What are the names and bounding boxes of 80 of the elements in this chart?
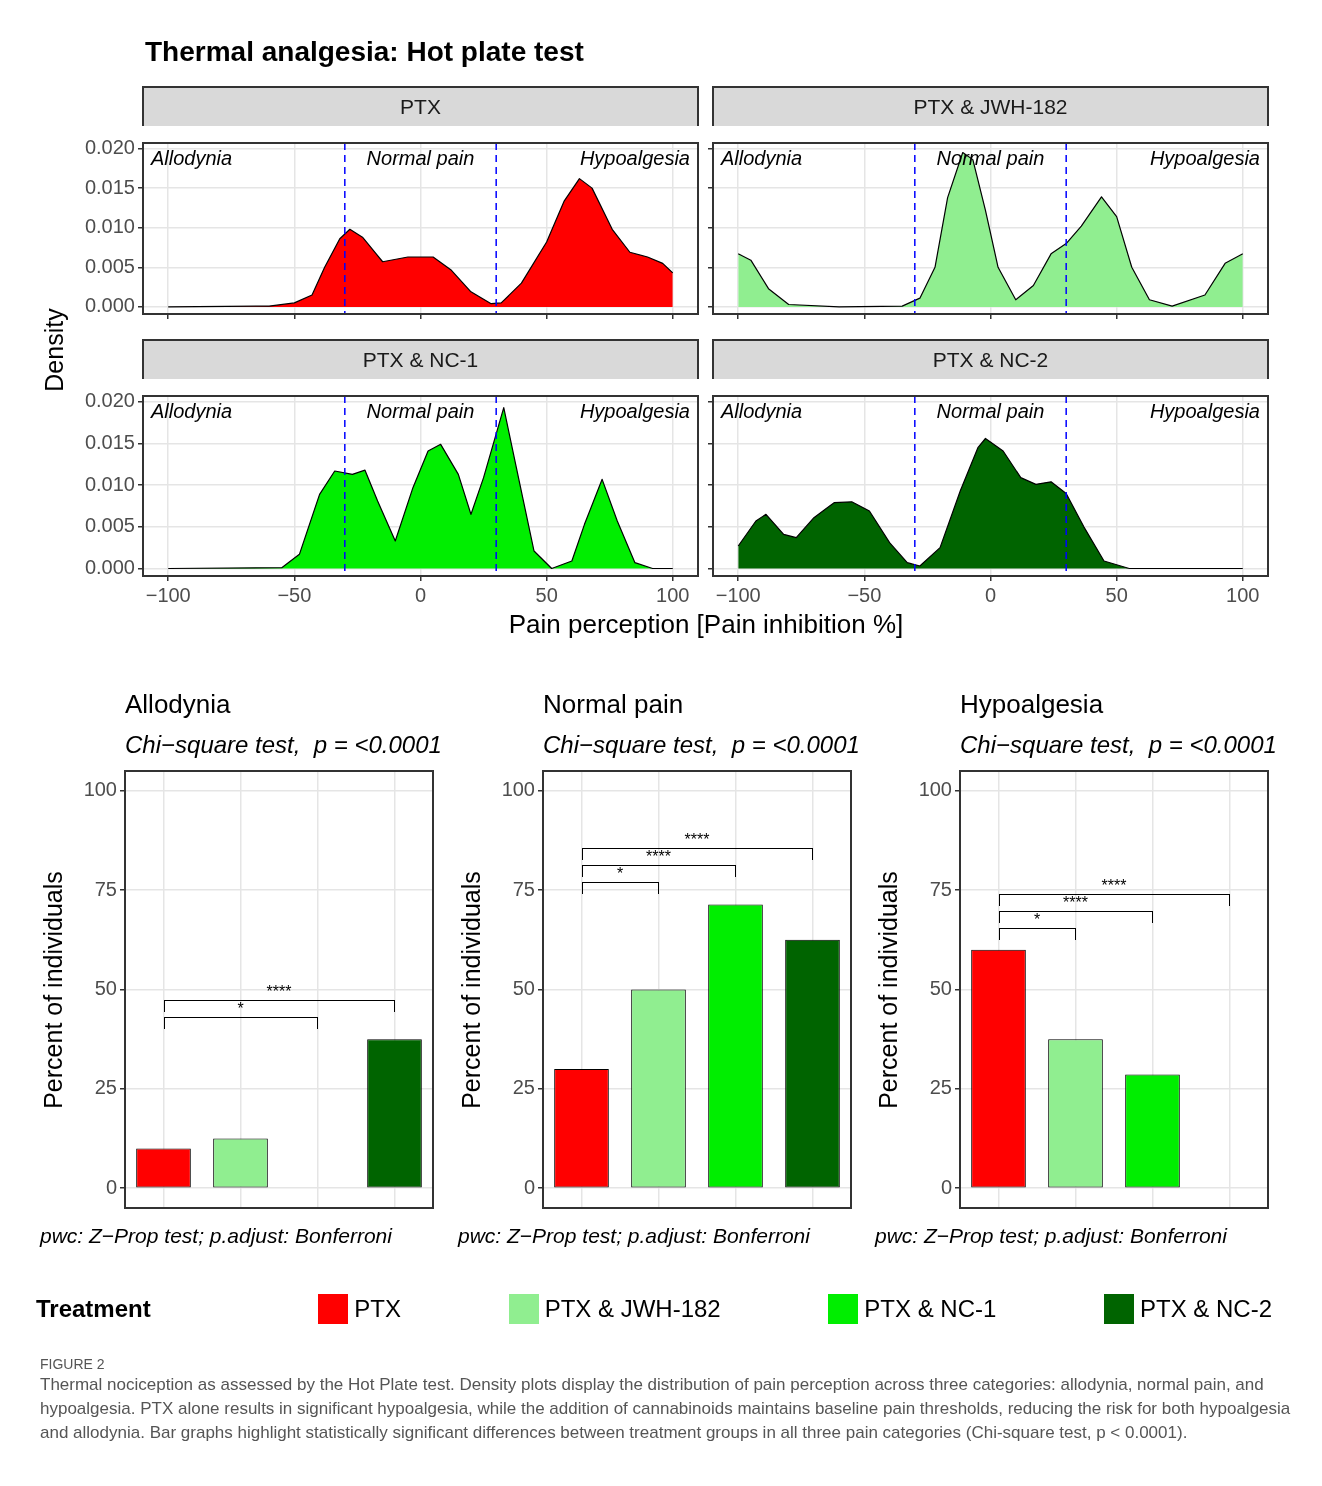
y-tick-label: 0.010 [84, 472, 135, 495]
annotation: * [237, 1000, 244, 1018]
x-tick-label: −100 [145, 583, 191, 606]
text: PTX & NC-1 [142, 339, 699, 379]
y-tick-label: 75 [929, 877, 952, 900]
chart-title: Allodynia [125, 689, 231, 720]
text: pwc: Z−Prop test; p.adjust: Bonferroni [40, 1224, 392, 1248]
x-tick-label: −50 [277, 583, 312, 606]
chart-title: Hypoalgesia [960, 689, 1104, 720]
chart-subtitle: Chi−square test, p = <0.0001 [960, 731, 1277, 759]
x-tick-label: 50 [1105, 583, 1128, 606]
annotation: Allodynia [150, 146, 233, 169]
y-tick-label: 0.020 [84, 136, 135, 159]
annotation: Normal pain [936, 399, 1045, 422]
text: PTX [142, 86, 699, 126]
text: Thermal nociception as assessed by the Hot Plate test. Density plots display the distribution of pain perception across three categories: allodynia, normal pain, and hypoalgesia. PTX alone results in significant hypoalgesia, while the addition of cannabinoids maintains baseline pain thresholds, reducing the risk for both hypoalgesia and allodynia. Bar graphs highlight statistically significant differences between treatment groups in all three pain categories (Chi-square test, p < 0.0001). [40, 1374, 1292, 1444]
x-tick-label: 100 [656, 583, 690, 606]
y-tick-label: 50 [929, 977, 952, 1000]
text: PTX & JWH-182 [712, 86, 1269, 126]
y-tick-label: 25 [512, 1076, 535, 1099]
annotation: **** [646, 848, 671, 866]
text: pwc: Z−Prop test; p.adjust: Bonferroni [875, 1224, 1227, 1248]
y-tick-label: 0.000 [84, 556, 135, 579]
text: pwc: Z−Prop test; p.adjust: Bonferroni [458, 1224, 810, 1248]
x-axis-title: Pain perception [Pain inhibition %] [508, 609, 904, 640]
annotation: **** [266, 983, 292, 1001]
y-tick-label: 100 [83, 778, 117, 801]
y-tick-label: 0.005 [84, 254, 135, 277]
legend-label: PTX & NC-2 [1139, 1295, 1272, 1323]
y-tick-label: 25 [94, 1076, 117, 1099]
annotation: Hypoalgesia [579, 399, 690, 422]
y-tick-label: 75 [94, 877, 117, 900]
y-tick-label: 0 [940, 1175, 952, 1198]
legend-label: PTX & NC-1 [864, 1295, 997, 1323]
annotation: Hypoalgesia [1149, 399, 1260, 422]
x-tick-label: 100 [1226, 583, 1260, 606]
y-tick-label: 0.015 [84, 175, 135, 198]
y-tick-label: 0.010 [84, 215, 135, 238]
y-axis-title: Density [39, 308, 69, 392]
x-tick-label: −100 [715, 583, 761, 606]
x-tick-label: 50 [535, 583, 558, 606]
caption: FIGURE 2 [40, 1355, 106, 1373]
y-tick-label: 75 [512, 877, 535, 900]
annotation: Allodynia [150, 399, 233, 422]
legend-label: PTX & JWH-182 [544, 1295, 721, 1323]
y-tick-label: 0.005 [84, 514, 135, 537]
y-tick-label: 0.000 [84, 294, 135, 317]
y-tick-label: 0.020 [84, 389, 135, 412]
y-tick-label: 50 [94, 977, 117, 1000]
y-tick-label: 0 [523, 1175, 535, 1198]
x-tick-label: 0 [414, 583, 427, 606]
y-tick-label: 100 [501, 778, 535, 801]
annotation: **** [1063, 893, 1088, 911]
y-axis-title: Percent of individuals [38, 870, 68, 1109]
y-tick-label: 25 [929, 1076, 952, 1099]
annotation: * [616, 865, 624, 883]
chart-title: Normal pain [543, 689, 684, 720]
y-axis-title: Percent of individuals [873, 870, 903, 1109]
annotation: Hypoalgesia [1149, 146, 1260, 169]
annotation: * [1033, 910, 1041, 928]
y-tick-label: 0.015 [84, 431, 135, 454]
annotation: **** [684, 831, 710, 849]
legend-label: PTX [354, 1295, 402, 1323]
y-axis-title: Percent of individuals [456, 870, 486, 1109]
text: PTX & NC-2 [712, 339, 1269, 379]
chart-subtitle: Chi−square test, p = <0.0001 [125, 731, 442, 759]
annotation: Normal pain [366, 399, 475, 422]
annotation: **** [1101, 876, 1127, 894]
chart-title: Thermal analgesia: Hot plate test [145, 36, 584, 68]
annotation: Allodynia [720, 146, 803, 169]
annotation: Normal pain [366, 146, 475, 169]
y-tick-label: 100 [918, 778, 952, 801]
x-tick-label: −50 [847, 583, 882, 606]
y-tick-label: 0 [105, 1175, 117, 1198]
x-tick-label: 0 [984, 583, 997, 606]
chart-subtitle: Chi−square test, p = <0.0001 [543, 731, 860, 759]
y-tick-label: 50 [512, 977, 535, 1000]
annotation: Hypoalgesia [579, 146, 690, 169]
legend-title: Treatment [36, 1295, 151, 1323]
annotation: Allodynia [720, 399, 803, 422]
